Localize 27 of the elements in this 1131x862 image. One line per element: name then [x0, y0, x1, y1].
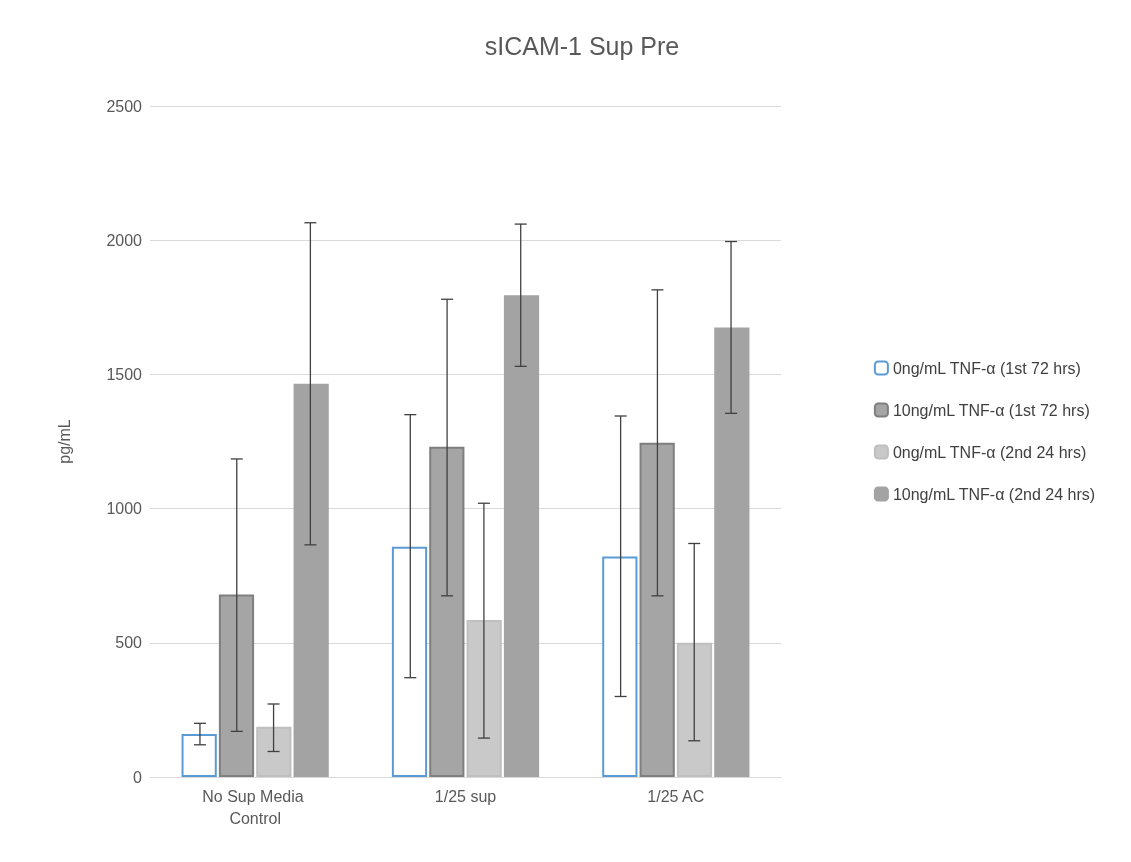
- bar: [714, 327, 750, 777]
- y-tick-label: 2500: [106, 97, 143, 115]
- bar: [181, 734, 217, 777]
- bar: [293, 383, 329, 777]
- chart-title: sICAM-1 Sup Pre: [484, 31, 680, 60]
- legend-label: 10ng/mL TNF-α (2nd 24 hrs): [892, 485, 1096, 503]
- bar: [466, 619, 502, 777]
- legend-label: 10ng/mL TNF-α (1st 72 hrs): [892, 401, 1090, 419]
- bar: [676, 642, 713, 777]
- y-tick-label: 0: [133, 768, 143, 786]
- bar: [503, 295, 540, 777]
- bar: [602, 556, 638, 777]
- x-tick-label: 1/25 sup: [434, 787, 497, 805]
- y-tick-label: 2000: [106, 231, 143, 249]
- y-axis-title: pg/mL: [55, 419, 73, 464]
- y-tick-label: 1500: [106, 365, 143, 383]
- x-tick-label: No Sup Media Control: [202, 787, 309, 827]
- bar: [218, 594, 255, 777]
- y-tick-label: 500: [115, 634, 143, 652]
- bar: [391, 546, 428, 777]
- bar: [429, 446, 465, 777]
- legend-label: 0ng/mL TNF-α (2nd 24 hrs): [892, 443, 1087, 461]
- x-tick-label: 1/25 AC: [647, 787, 705, 805]
- y-tick-label: 1000: [106, 500, 143, 518]
- bar: [639, 442, 675, 777]
- legend-label: 0ng/mL TNF-α (1st 72 hrs): [892, 359, 1081, 377]
- bar: [256, 726, 292, 777]
